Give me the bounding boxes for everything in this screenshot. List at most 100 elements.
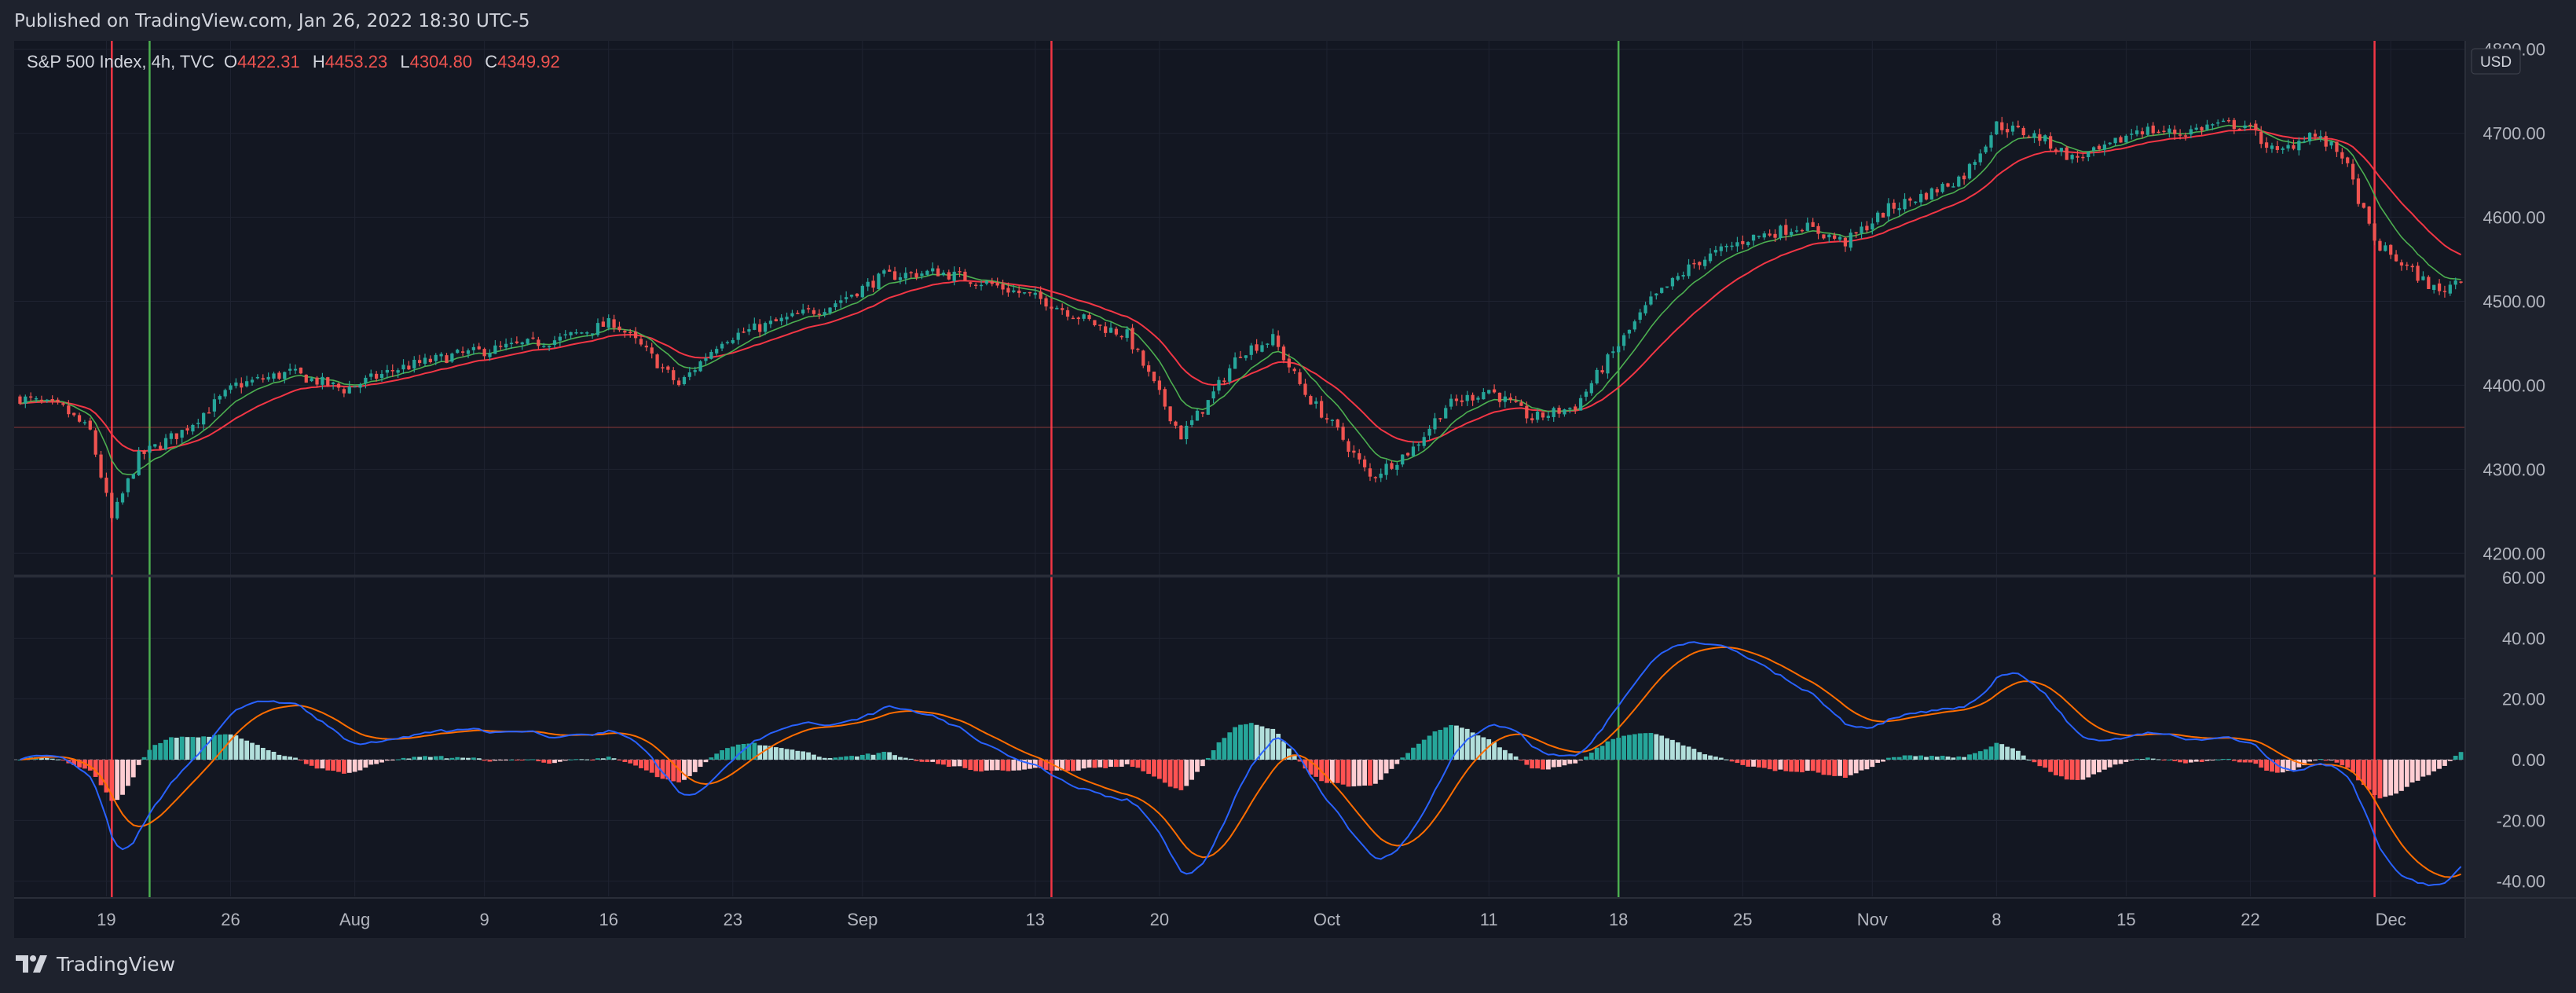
time-tick-15: 15 — [2116, 910, 2135, 929]
candle-35 — [207, 407, 211, 414]
hist-bar-180 — [989, 760, 995, 771]
hist-bar-282 — [1541, 760, 1545, 770]
candle-129 — [715, 346, 719, 356]
hist-bar-253 — [1383, 760, 1389, 774]
candle-40 — [234, 378, 238, 389]
hist-bar-317 — [1729, 760, 1735, 762]
hist-bar-36 — [212, 735, 217, 760]
candle-360 — [1962, 172, 1966, 185]
candle-243 — [1330, 419, 1334, 427]
candle-107 — [595, 318, 600, 337]
macd-scale[interactable]: 60.00 40.00 20.00 0.00 -20.00 -40.00 — [2497, 568, 2545, 892]
candle-318 — [1735, 236, 1739, 252]
hist-bar-199 — [1092, 760, 1097, 768]
hist-bar-237 — [1297, 760, 1303, 762]
hist-bar-344 — [1875, 760, 1881, 764]
candle-349 — [1903, 192, 1907, 212]
candle-170 — [936, 265, 940, 277]
candle-139 — [768, 316, 773, 328]
candle-317 — [1730, 241, 1734, 251]
candle-357 — [1946, 182, 1950, 188]
candle-148 — [817, 309, 821, 320]
candle-128 — [709, 349, 713, 360]
candle-104 — [580, 332, 584, 335]
candle-30 — [180, 430, 184, 443]
hist-bar-147 — [812, 754, 816, 760]
chart-area[interactable]: 4800.004700.004600.004500.004400.004300.… — [0, 41, 2576, 938]
candle-338 — [1843, 236, 1848, 252]
top-bar: Published on TradingView.com, Jan 26, 20… — [0, 0, 2576, 41]
hist-bar-327 — [1783, 760, 1789, 771]
hist-bar-265 — [1449, 724, 1453, 760]
hist-bar-37 — [217, 735, 222, 760]
hist-bar-21 — [130, 760, 136, 778]
currency-badge[interactable] — [2471, 48, 2521, 75]
hist-bar-42 — [244, 740, 250, 760]
tradingview-logo[interactable]: TradingView — [14, 952, 175, 976]
candle-340 — [1854, 232, 1858, 238]
hist-bar-343 — [1870, 760, 1875, 768]
hist-bar-387 — [2107, 760, 2112, 768]
candle-305 — [1665, 286, 1669, 288]
hist-bar-288 — [1573, 760, 1578, 764]
hist-bar-242 — [1325, 760, 1329, 783]
candle-166 — [914, 269, 918, 280]
hist-bar-263 — [1438, 730, 1443, 760]
candle-339 — [1849, 229, 1852, 251]
hist-bar-312 — [1702, 754, 1708, 760]
candle-4 — [39, 395, 44, 404]
hist-bar-121 — [671, 760, 676, 782]
hist-bar-27 — [163, 739, 168, 760]
time-tick-8: 20 — [1150, 910, 1169, 929]
hist-bar-368 — [2005, 746, 2010, 760]
candle-32 — [191, 423, 195, 435]
hist-bar-293 — [1599, 746, 1605, 760]
price-pane[interactable] — [14, 116, 2465, 522]
hist-bar-283 — [1545, 760, 1551, 770]
candle-252 — [1379, 468, 1383, 482]
candle-321 — [1751, 234, 1756, 246]
candle-147 — [812, 307, 816, 317]
candle-277 — [1514, 395, 1518, 403]
candle-241 — [1319, 395, 1324, 419]
candle-43 — [250, 376, 255, 386]
candle-347 — [1892, 199, 1896, 214]
candle-135 — [747, 324, 751, 335]
hist-bar-445 — [2420, 760, 2426, 777]
hist-bar-135 — [746, 743, 752, 760]
candle-368 — [2006, 123, 2010, 138]
candle-16 — [104, 472, 108, 497]
candle-164 — [903, 267, 907, 284]
symbol-title: S&P 500 Index, 4h, TVC — [27, 52, 214, 71]
hist-bar-295 — [1610, 738, 1616, 760]
hist-bar-404 — [2199, 760, 2204, 762]
candle-298 — [1627, 329, 1632, 339]
hist-bar-365 — [1988, 746, 1994, 760]
hist-bar-354 — [1929, 756, 1934, 760]
macd-tick-3: 0.00 — [2512, 750, 2545, 770]
time-scale[interactable]: 19 26 Aug 9 16 23 Sep 13 20 Oct 11 18 25 Nov 8 15 22 Dec — [97, 910, 2406, 929]
hist-bar-444 — [2415, 760, 2420, 781]
candle-238 — [1303, 379, 1307, 398]
hist-bar-314 — [1713, 757, 1718, 760]
hist-bar-149 — [822, 757, 827, 760]
hist-bar-296 — [1616, 738, 1621, 760]
time-tick-11: 18 — [1609, 910, 1628, 929]
time-tick-2: Aug — [339, 910, 370, 929]
hist-bar-270 — [1475, 735, 1481, 760]
hist-bar-75 — [423, 756, 427, 760]
macd-pane[interactable] — [14, 641, 2465, 887]
candle-121 — [672, 367, 676, 385]
hist-bar-160 — [881, 751, 887, 760]
candle-374 — [2038, 128, 2042, 146]
hist-bar-423 — [2302, 760, 2307, 766]
hist-bar-65 — [368, 760, 374, 765]
hist-bar-209 — [1146, 760, 1152, 775]
candle-33 — [196, 419, 200, 429]
candle-259 — [1416, 442, 1420, 452]
hist-bar-356 — [1940, 756, 1945, 760]
candle-9 — [67, 400, 71, 418]
candle-323 — [1762, 231, 1766, 240]
hist-bar-347 — [1891, 757, 1896, 760]
candle-402 — [2189, 125, 2193, 139]
